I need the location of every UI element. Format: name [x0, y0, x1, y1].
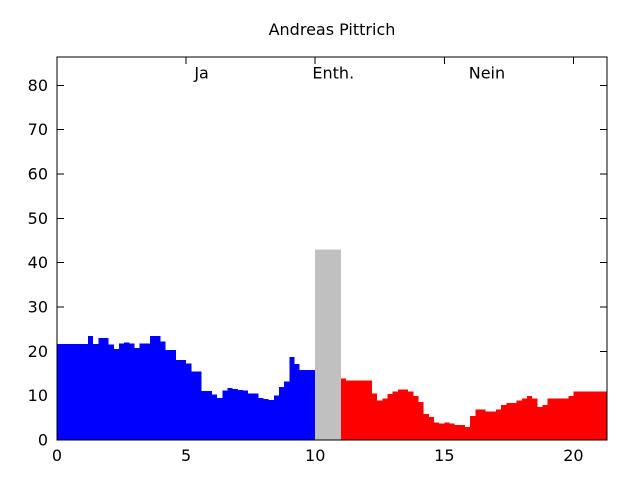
- x-tick-label-10: 10: [305, 446, 325, 465]
- x-tick-label-15: 15: [434, 446, 454, 465]
- y-tick-label-20: 20: [28, 342, 48, 361]
- axis-labels: 0 10 20 30 40 50 60 70 80 0 5 10 15 20: [28, 76, 584, 465]
- y-tick-label-80: 80: [28, 76, 48, 95]
- y-tick-label-10: 10: [28, 386, 48, 405]
- y-tick-label-30: 30: [28, 298, 48, 317]
- plot-frame: [56, 56, 608, 441]
- region-label-enth: Enth.: [312, 64, 354, 83]
- y-tick-label-0: 0: [38, 431, 48, 450]
- x-tick-label-5: 5: [181, 446, 191, 465]
- y-tick-label-60: 60: [28, 165, 48, 184]
- region-label-ja: Ja: [193, 64, 209, 83]
- series-areas: [57, 249, 607, 440]
- x-tick-label-20: 20: [563, 446, 583, 465]
- x-tick-label-0: 0: [52, 446, 62, 465]
- y-tick-label-70: 70: [28, 120, 48, 139]
- series-area-ja: [57, 335, 316, 440]
- y-tick-label-50: 50: [28, 209, 48, 228]
- series-area-nein: [341, 378, 607, 440]
- chart-title: Andreas Pittrich: [269, 20, 396, 39]
- axes-frame: [56, 56, 608, 441]
- series-area-enth: [315, 249, 341, 440]
- region-label-nein: Nein: [469, 64, 505, 83]
- y-tick-label-40: 40: [28, 253, 48, 272]
- region-labels: Ja Enth. Nein: [193, 64, 505, 83]
